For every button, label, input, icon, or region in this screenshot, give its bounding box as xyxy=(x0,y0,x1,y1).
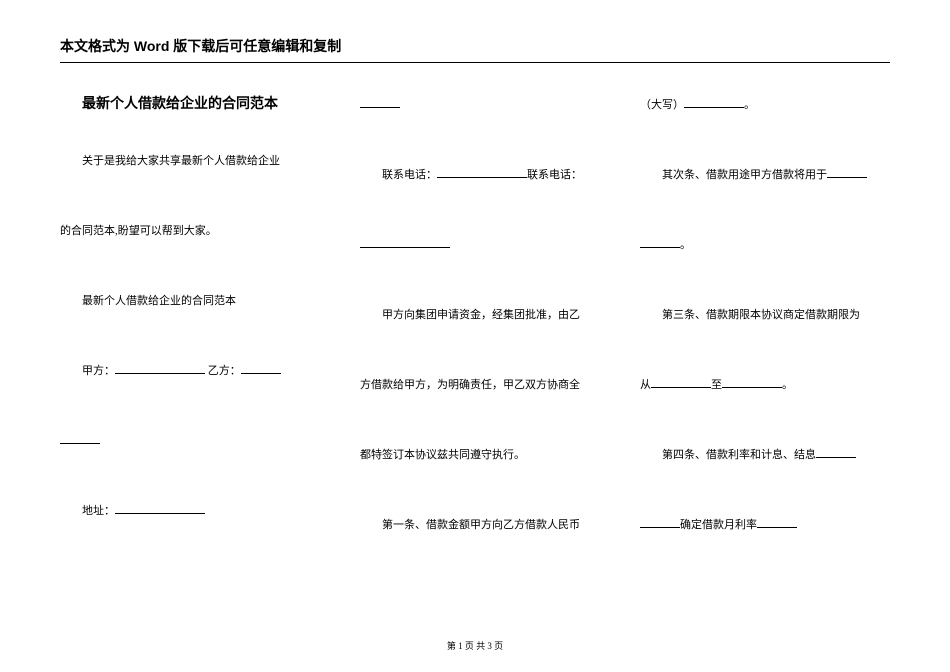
daxie-prefix: （大写） xyxy=(640,99,684,111)
rate-text: 确定借款月利率 xyxy=(680,519,757,531)
col3-para5: 确定借款月利率 xyxy=(640,514,900,536)
col1-para2: 的合同范本,盼望可以帮到大家。 xyxy=(60,220,330,242)
party-a-blank xyxy=(115,360,205,374)
party-b-blank xyxy=(241,360,281,374)
col2-para3: 方借款给甲方，为明确责任，甲乙双方协商全 xyxy=(360,374,610,396)
col3-para3: 从 至 。 xyxy=(640,374,900,396)
party-b-label: 乙方： xyxy=(208,365,241,377)
col1-para6: 地址： xyxy=(60,500,330,522)
article4-text: 第四条、借款利率和计息、结息 xyxy=(662,449,816,461)
col2-para1: 联系电话： 联系电话： xyxy=(360,164,610,186)
header-rule xyxy=(60,62,890,63)
purpose-blank2 xyxy=(640,234,680,248)
col1-para1: 关于是我给大家共享最新个人借款给企业 xyxy=(60,150,330,172)
to-label: 至 xyxy=(711,379,722,391)
rate-blank xyxy=(816,444,856,458)
from-label: 从 xyxy=(640,379,651,391)
col3-para0: （大写） 。 xyxy=(640,94,900,116)
rate-blank3 xyxy=(757,514,797,528)
party-a-label: 甲方： xyxy=(82,365,115,377)
column-1: 关于是我给大家共享最新个人借款给企业 的合同范本,盼望可以帮到大家。 最新个人借… xyxy=(60,150,330,570)
phone2-blank xyxy=(360,234,450,248)
col2-para4: 都特签订本协议兹共同遵守执行。 xyxy=(360,444,610,466)
phone2-label: 联系电话： xyxy=(527,169,582,181)
address-label: 地址： xyxy=(82,505,115,517)
col1-para4: 甲方： 乙方： xyxy=(60,360,330,382)
purpose-blank xyxy=(827,164,867,178)
period-suffix: 。 xyxy=(782,379,793,391)
phone1-label: 联系电话： xyxy=(382,169,437,181)
phone1-blank xyxy=(437,164,527,178)
document-title: 最新个人借款给企业的合同范本 xyxy=(82,93,278,113)
address-blank xyxy=(115,500,205,514)
col2-topblank xyxy=(360,94,610,116)
col3-para2: 第三条、借款期限本协议商定借款期限为 xyxy=(640,304,900,326)
col3-para4: 第四条、借款利率和计息、结息 xyxy=(640,444,900,466)
col2-para2: 甲方向集团申请资金，经集团批准，由乙 xyxy=(360,304,610,326)
article2-text: 其次条、借款用途甲方借款将用于 xyxy=(662,169,827,181)
rate-blank2 xyxy=(640,514,680,528)
column-2: 联系电话： 联系电话： 甲方向集团申请资金，经集团批准，由乙 方借款给甲方，为明确… xyxy=(360,150,610,584)
page-footer: 第 1 页 共 3 页 xyxy=(0,639,950,652)
col3-para1: 其次条、借款用途甲方借款将用于 xyxy=(640,164,900,186)
header-text: 本文格式为 Word 版下载后可任意编辑和复制 xyxy=(60,36,890,60)
from-blank xyxy=(651,374,711,388)
col3-para1b: 。 xyxy=(640,234,900,256)
col1-para5 xyxy=(60,430,330,452)
col1-para3: 最新个人借款给企业的合同范本 xyxy=(60,290,330,312)
blank-top xyxy=(360,94,400,108)
daxie-suffix: 。 xyxy=(744,99,755,111)
col2-para5: 第一条、借款金额甲方向乙方借款人民币 xyxy=(360,514,610,536)
column-3: （大写）。 其次条、借款用途甲方借款将用于 。 第三条、借款期限本协议商定借款期… xyxy=(640,150,900,584)
daxie-blank xyxy=(684,94,744,108)
col2-para1b xyxy=(360,234,610,256)
to-blank xyxy=(722,374,782,388)
document-header: 本文格式为 Word 版下载后可任意编辑和复制 xyxy=(60,36,890,63)
article2-suffix: 。 xyxy=(680,239,691,251)
document-body: 关于是我给大家共享最新个人借款给企业 的合同范本,盼望可以帮到大家。 最新个人借… xyxy=(60,150,890,612)
blank-line xyxy=(60,430,100,444)
